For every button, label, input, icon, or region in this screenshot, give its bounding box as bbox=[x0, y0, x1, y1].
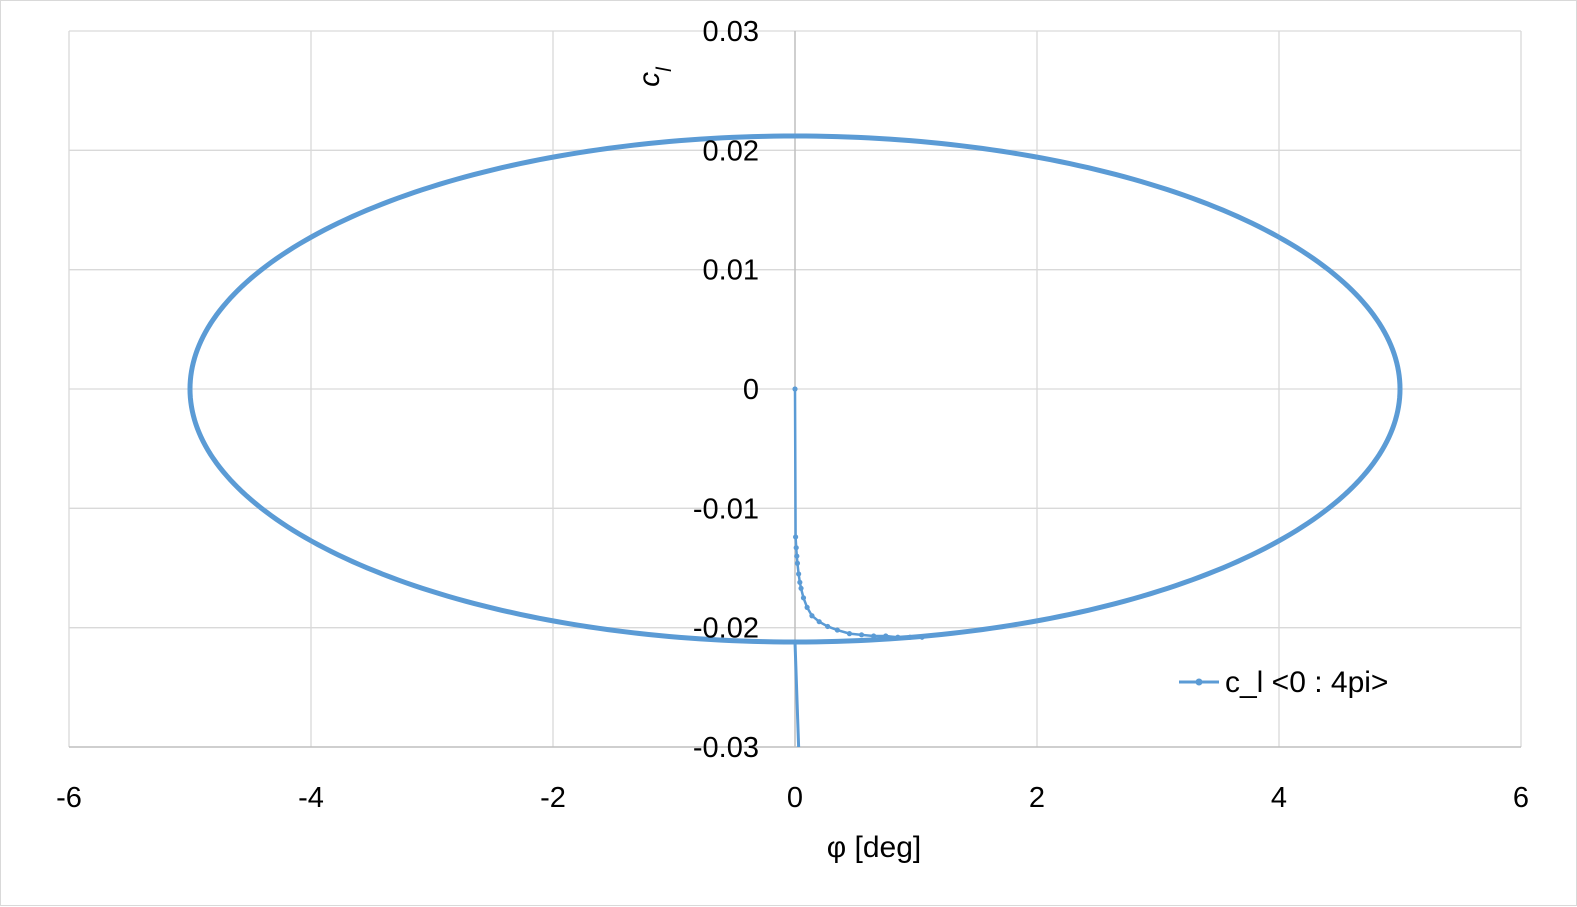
data-point bbox=[798, 585, 804, 591]
series-ellipse-line bbox=[187, 133, 1403, 645]
data-point bbox=[809, 613, 815, 619]
data-point bbox=[825, 623, 831, 630]
legend-label: c_l <0 : 4pi> bbox=[1225, 666, 1388, 699]
series-c-l bbox=[187, 133, 1403, 748]
y-tick-label: 0.01 bbox=[703, 255, 759, 287]
legend-marker-swatch bbox=[1195, 678, 1203, 686]
tick-labels: -6 -4 -2 0 2 4 6 0.03 0.02 0.01 0 -0.01 -0.02 -0.03 bbox=[56, 16, 1529, 814]
data-point bbox=[895, 634, 901, 640]
data-point bbox=[858, 632, 865, 638]
x-tick-label: 6 bbox=[1513, 782, 1529, 814]
x-axis-title: φ [deg] bbox=[827, 831, 922, 864]
x-tick-label: 2 bbox=[1029, 782, 1045, 814]
y-axis-title-main: c bbox=[633, 72, 666, 87]
x-tick-label: -6 bbox=[56, 782, 82, 814]
x-tick-label: 0 bbox=[787, 782, 803, 814]
y-tick-label: -0.03 bbox=[693, 732, 759, 764]
svg-text:cl: cl bbox=[633, 66, 676, 87]
series-drop-line bbox=[793, 641, 801, 748]
data-point bbox=[834, 627, 840, 633]
data-point bbox=[907, 634, 913, 640]
data-point bbox=[794, 560, 801, 566]
data-point bbox=[871, 633, 877, 639]
data-point bbox=[883, 633, 889, 639]
data-point bbox=[797, 579, 803, 585]
data-point bbox=[919, 634, 925, 640]
x-tick-label: 4 bbox=[1271, 782, 1287, 814]
data-point bbox=[793, 545, 799, 551]
data-point bbox=[793, 534, 799, 540]
y-tick-label: 0.02 bbox=[703, 135, 759, 167]
y-tick-label: -0.01 bbox=[693, 493, 759, 525]
y-axis-title-subscript: l bbox=[653, 66, 676, 72]
x-tick-label: -4 bbox=[298, 782, 324, 814]
y-tick-label: -0.02 bbox=[693, 613, 759, 645]
data-point bbox=[796, 571, 802, 577]
data-point bbox=[792, 386, 798, 392]
data-point bbox=[804, 604, 810, 610]
y-axis-title: cl bbox=[633, 66, 676, 87]
series-transient-line bbox=[793, 388, 923, 639]
y-tick-label: 0 bbox=[743, 374, 759, 406]
x-tick-label: -2 bbox=[540, 782, 566, 814]
data-point bbox=[800, 595, 807, 601]
data-point bbox=[816, 619, 822, 625]
data-point bbox=[846, 631, 853, 637]
y-tick-label: 0.03 bbox=[703, 16, 759, 48]
data-point bbox=[794, 553, 800, 559]
legend[interactable]: c_l <0 : 4pi> bbox=[1179, 666, 1388, 699]
